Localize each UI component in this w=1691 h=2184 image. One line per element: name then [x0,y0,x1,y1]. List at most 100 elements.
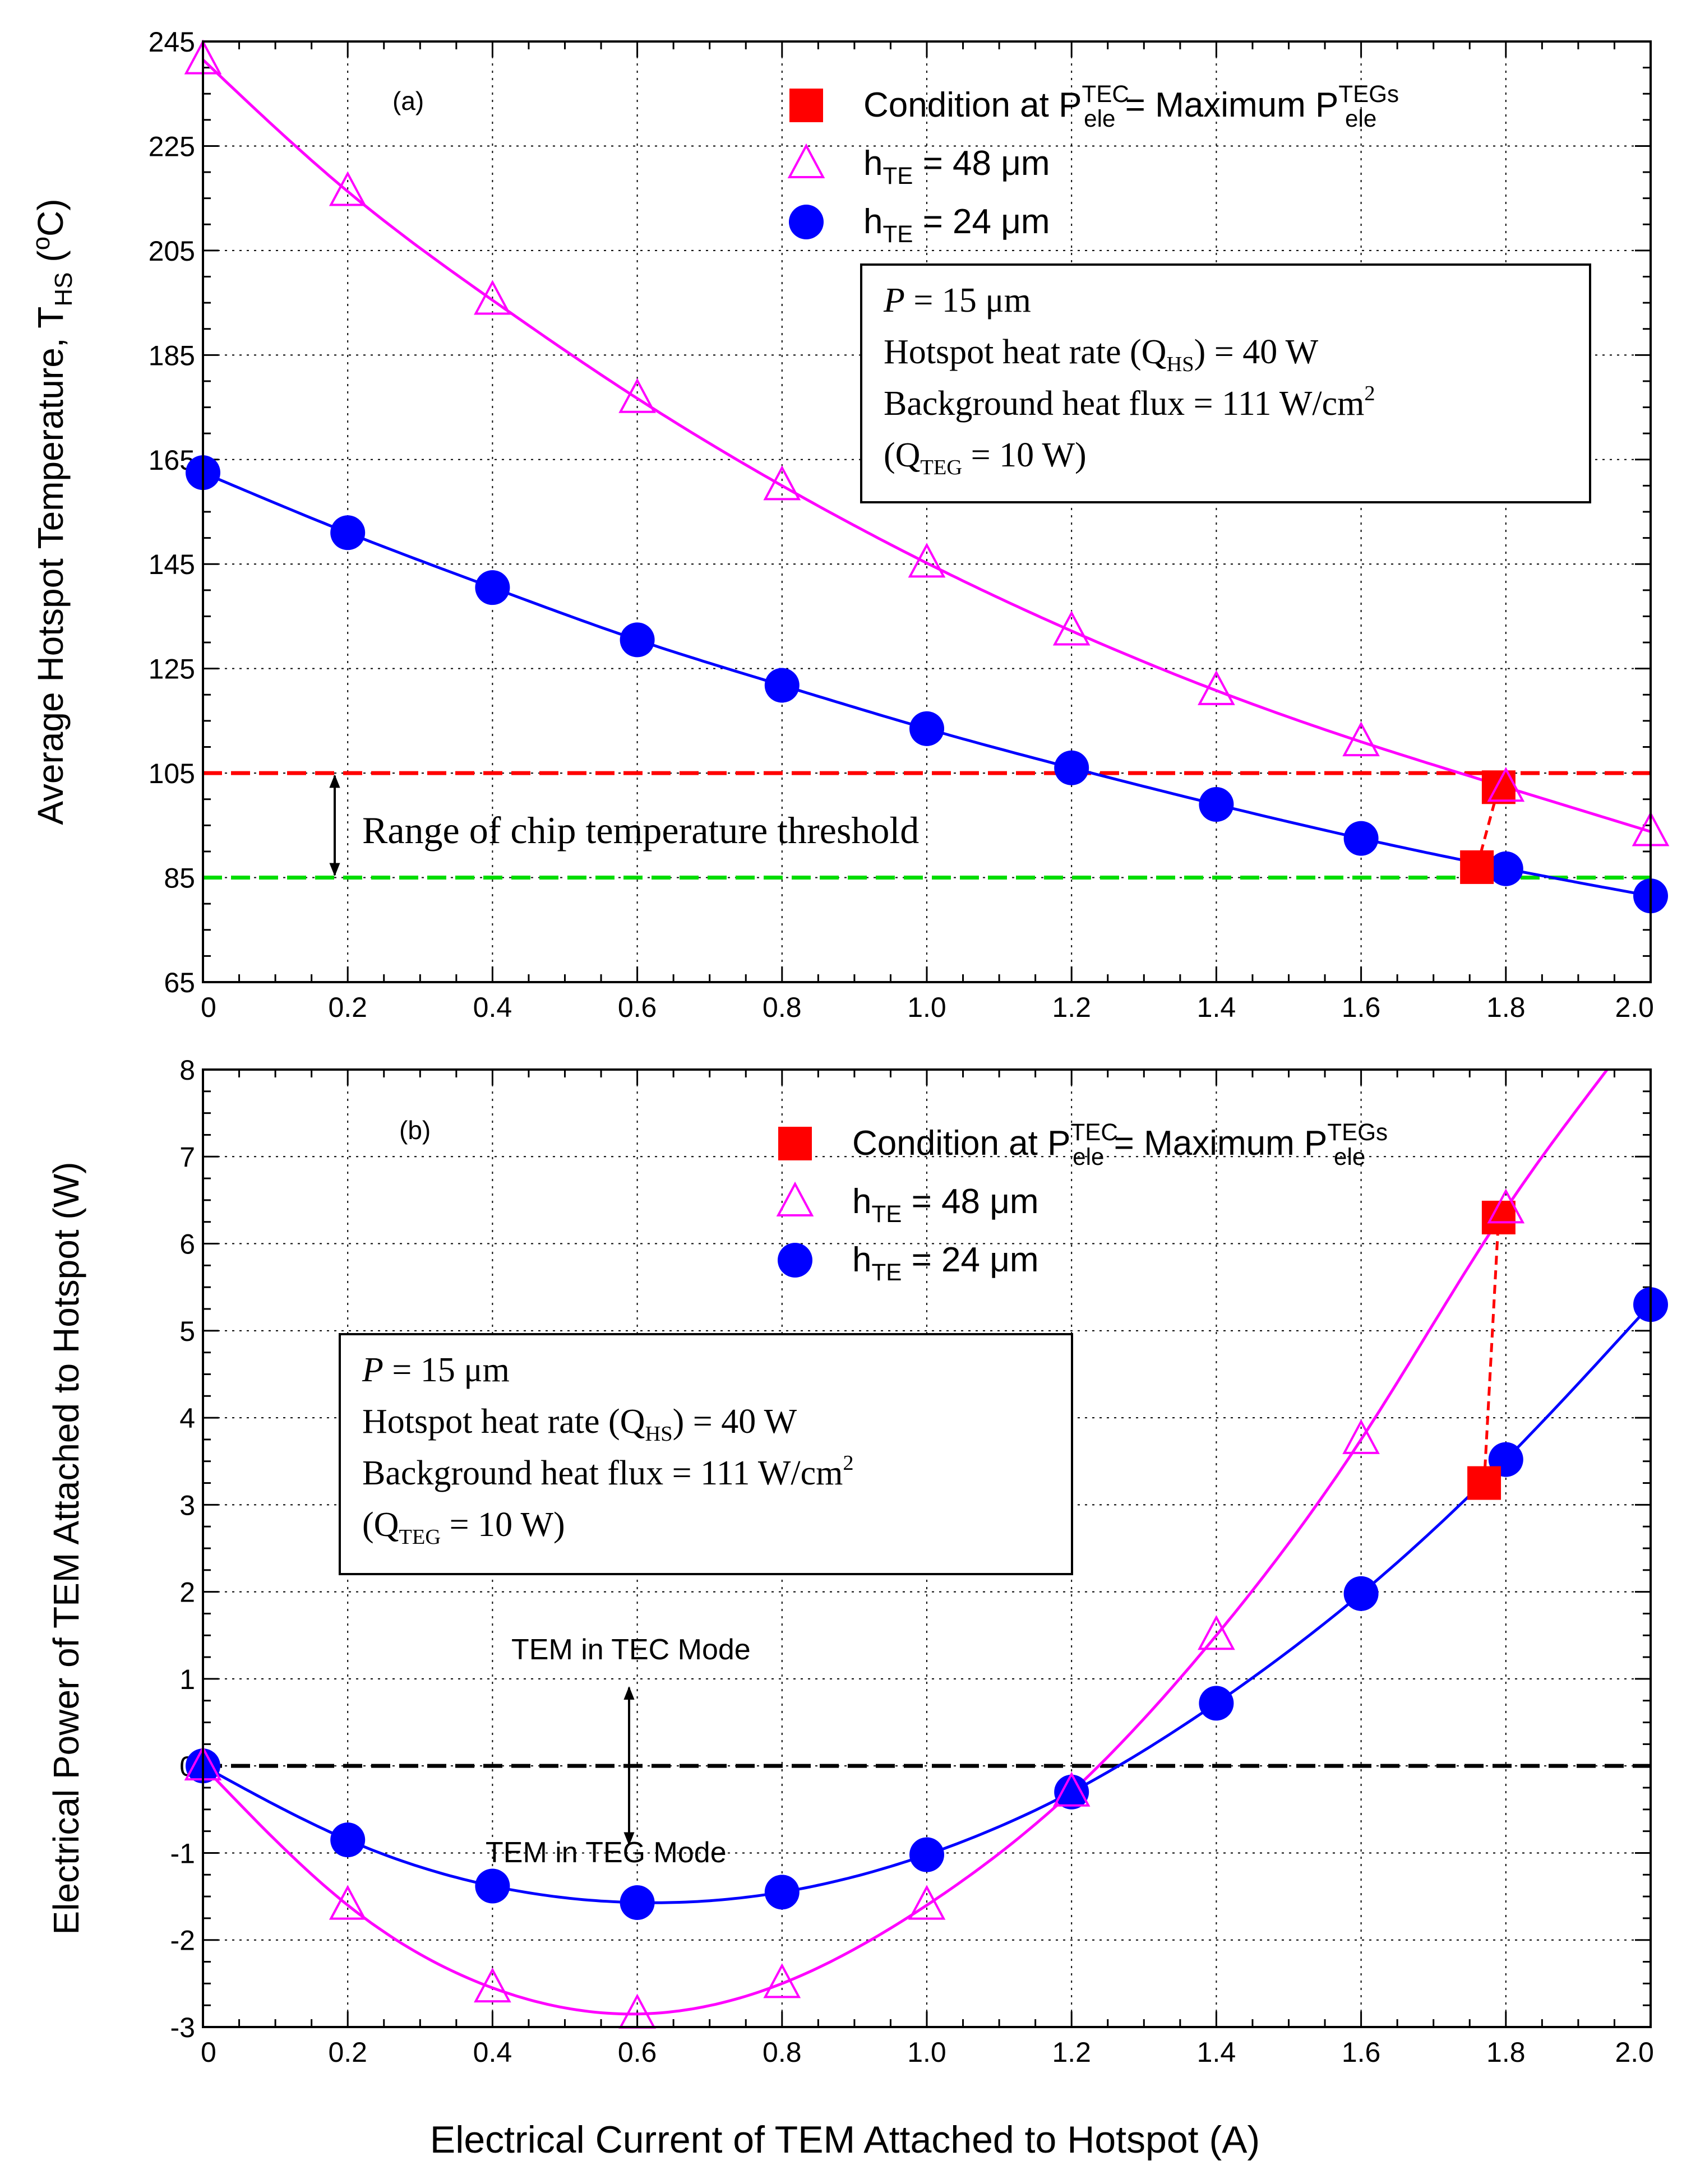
info-sup: 2 [1364,382,1375,405]
series-h24-point [909,1837,944,1872]
info-box-frame [339,1333,1073,1575]
condition-point [1460,850,1494,884]
x-tick-label: 0 [201,2037,216,2068]
info-text: (Q [884,436,920,474]
x-tick-label: 1.6 [1342,2037,1381,2068]
legend-text: = 48 μm [913,144,1050,183]
series-h24-point [764,1875,800,1910]
legend-text: = 48 μm [902,1182,1038,1221]
y-tick-label: 85 [164,863,195,894]
y-tick-label: 205 [149,235,195,267]
x-tick-label: 1.0 [907,992,946,1023]
info-sup: 2 [843,1451,853,1475]
legend-sub: ele [1334,1144,1365,1170]
y-tick-label: -2 [170,1925,195,1956]
series-h48-point [1052,610,1091,646]
y-tick-label: 7 [179,1141,195,1173]
x-tick-label: 0.8 [763,2037,802,2068]
legend-sub: ele [1073,1144,1104,1170]
legend-label-h24: hTE = 24 μm [863,202,1050,247]
info-text: ) = 40 W [673,1403,797,1441]
series-h24-point [1054,750,1089,785]
y-tick-label: 4 [179,1403,195,1434]
series-h48-point [908,1885,946,1920]
legend-sub: ele [1084,105,1115,132]
x-tick-label: 0.2 [328,2037,367,2068]
legend-label-condition: Condition at PTEC ele = Maximum PTEGs ele [863,81,1399,132]
y-axis-label-text: Average Hotspot Temperature, T [30,307,71,825]
series-h48-point [763,465,801,501]
series-h48-point [329,171,367,206]
legend-sub: ele [1345,105,1376,132]
info-italic: P [362,1351,384,1389]
info-text: = 15 μm [384,1351,510,1389]
x-tick-label: 1.6 [1342,992,1381,1023]
x-tick-label: 1.4 [1197,2037,1236,2068]
legend-sub: TE [883,221,913,247]
series-h48-point [1342,1419,1380,1454]
legend-sup: TEC [1082,81,1129,107]
info-box-line-4: (QTEG = 10 W) [884,436,1087,479]
y-tick-label: 145 [149,549,195,580]
series-h48-point [1487,1188,1525,1224]
info-sub: HS [1166,353,1194,376]
series-h24-point [330,1822,366,1858]
info-sub: HS [645,1422,672,1446]
legend-condition-marker [778,1127,812,1160]
info-text: (Q [362,1506,399,1544]
x-tick-label: 0.8 [763,992,802,1023]
legend-h48-marker [787,143,825,178]
legend-sub: TE [871,1259,902,1285]
series-h24-point [475,570,510,605]
legend-sup: TEGs [1338,81,1399,107]
y-axis-label-text: C) [30,198,71,237]
series-h48-point [329,1885,367,1920]
legend-sup: TEC [1070,1119,1117,1145]
y-tick-label: 1 [179,1664,195,1695]
y-tick-label: 125 [149,654,195,685]
legend-h48-marker [776,1181,814,1216]
series-h24-point [909,711,944,746]
info-italic: P [883,281,905,320]
series-h24-point [475,1868,510,1904]
y-tick-label: 3 [179,1489,195,1521]
info-sub: TEG [920,456,962,479]
y-axis-label: Average Hotspot Temperature, THS (oC) [27,198,77,825]
x-tick-label: 1.8 [1486,992,1526,1023]
panel-a: 0 0.2 0.4 0.6 0.8 1.0 1.2 1.4 1.6 1.8 2.0 65 85 105 12… [27,26,1670,1023]
y-tick-label: 105 [149,758,195,789]
info-box-line-1: P = 15 μm [362,1351,510,1389]
info-text: Hotspot heat rate (Q [884,333,1166,371]
series-h48-point [1198,1615,1235,1650]
y-axis-label-text: ( [30,250,71,272]
condition-point [1467,1466,1501,1500]
series-h24-point [1343,821,1379,856]
legend-text: h [863,202,883,241]
series-h24-point [1343,1576,1379,1611]
plot-frame [202,1068,1652,2028]
info-box-line-3: Background heat flux = 111 W/cm2 [362,1451,854,1492]
panel-label: (a) [392,86,424,115]
legend-label-h24: hTE = 24 μm [852,1241,1039,1285]
series-h48-point [1198,670,1235,705]
x-axis-label: Electrical Current of TEM Attached to Ho… [430,2118,1260,2161]
info-sub: TEG [399,1525,441,1549]
series-h24-point [1199,1686,1234,1721]
x-tick-label: 1.4 [1197,992,1236,1023]
legend-h24-marker [789,205,824,239]
info-box-line-3: Background heat flux = 111 W/cm2 [884,382,1375,423]
x-tick-label: 0.4 [473,2037,512,2068]
series-h48-point [908,543,946,578]
legend-text: h [863,144,883,183]
legend-text: = 24 μm [913,202,1050,241]
series-h24-point [620,1885,655,1920]
info-text: Hotspot heat rate (Q [362,1403,645,1441]
info-text: = 10 W) [962,436,1087,474]
y-tick-label: 225 [149,131,195,162]
panel-label: (b) [399,1116,431,1145]
tec-mode-label: TEM in TEC Mode [511,1634,751,1666]
x-tick-label: 0.2 [328,992,367,1023]
legend-text: = 24 μm [902,1241,1038,1279]
y-axis-label-text: Electrical Power of TEM Attached to Hots… [46,1162,86,1935]
